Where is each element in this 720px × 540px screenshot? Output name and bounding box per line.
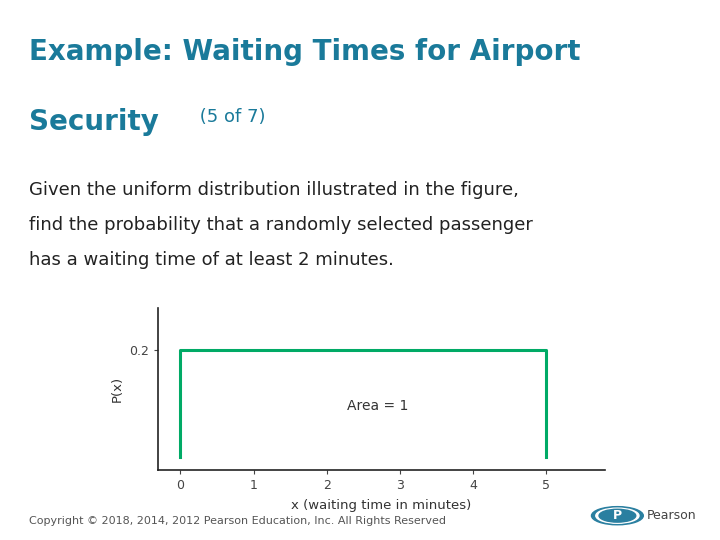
- Circle shape: [599, 509, 636, 522]
- Y-axis label: P(x): P(x): [111, 376, 124, 402]
- X-axis label: x (waiting time in minutes): x (waiting time in minutes): [292, 499, 472, 512]
- Text: P: P: [613, 509, 622, 522]
- Circle shape: [592, 507, 644, 525]
- Text: Example: Waiting Times for Airport: Example: Waiting Times for Airport: [29, 38, 580, 66]
- Text: Security: Security: [29, 108, 158, 136]
- Text: Copyright © 2018, 2014, 2012 Pearson Education, Inc. All Rights Reserved: Copyright © 2018, 2014, 2012 Pearson Edu…: [29, 516, 446, 526]
- Text: Area = 1: Area = 1: [347, 399, 409, 413]
- Text: find the probability that a randomly selected passenger: find the probability that a randomly sel…: [29, 216, 533, 234]
- Text: Pearson: Pearson: [647, 509, 696, 522]
- Circle shape: [596, 508, 639, 523]
- Text: (5 of 7): (5 of 7): [194, 108, 266, 126]
- Text: Given the uniform distribution illustrated in the figure,: Given the uniform distribution illustrat…: [29, 181, 518, 199]
- Text: has a waiting time of at least 2 minutes.: has a waiting time of at least 2 minutes…: [29, 251, 394, 269]
